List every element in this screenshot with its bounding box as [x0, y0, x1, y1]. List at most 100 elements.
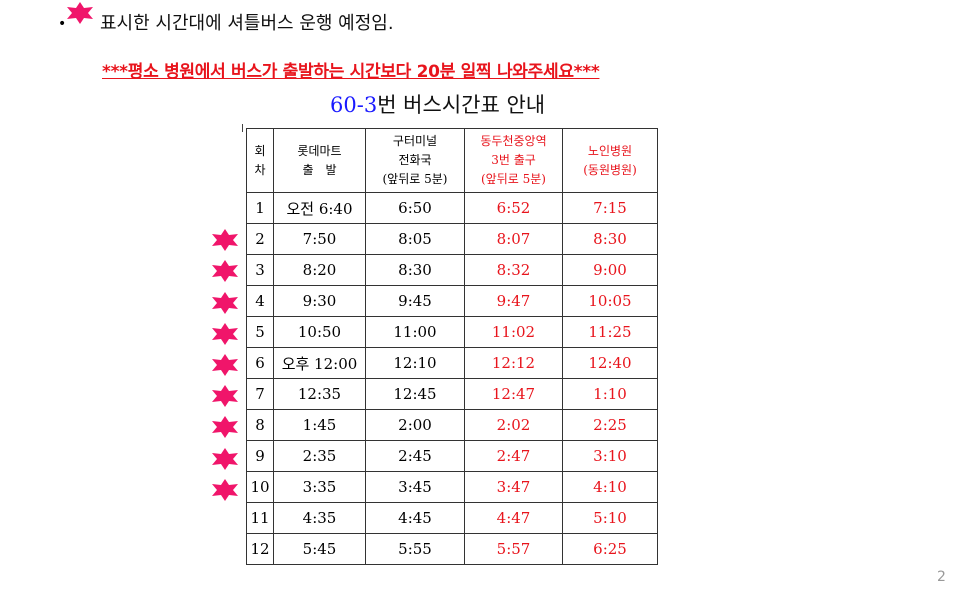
- table-cell: 11:00: [365, 316, 465, 348]
- star-icon: [212, 385, 238, 408]
- table-row: 12 5:45 5:55 5:57 6:25: [246, 533, 658, 565]
- table-cell: 3:47: [464, 471, 563, 503]
- text-cursor: [242, 124, 243, 132]
- timetable-title: 60-3번 버스시간표 안내: [330, 89, 545, 119]
- table-cell: 오전 6:40: [273, 192, 366, 224]
- table-row: 2 7:50 8:05 8:07 8:30: [246, 223, 658, 255]
- header-line: (앞뒤로 5분): [382, 172, 448, 186]
- header-line: (동원병원): [583, 162, 637, 177]
- table-cell: 8:07: [464, 223, 563, 255]
- table-row: 3 8:20 8:30 8:32 9:00: [246, 254, 658, 286]
- column-header: 동두천중앙역 3번 출구 (앞뒤로 5분): [464, 128, 563, 193]
- table-cell: 9: [246, 440, 274, 472]
- table-cell: 12:40: [562, 347, 658, 379]
- bullet: •: [58, 16, 67, 32]
- table-row: 1 오전 6:40 6:50 6:52 7:15: [246, 192, 658, 224]
- table-cell: 2:45: [365, 440, 465, 472]
- table-row: 11 4:35 4:45 4:47 5:10: [246, 502, 658, 534]
- table-cell: 8: [246, 409, 274, 441]
- star-icon: [212, 291, 238, 314]
- table-cell: 7:50: [273, 223, 366, 255]
- table-cell: 7:15: [562, 192, 658, 224]
- table-cell: 12:12: [464, 347, 563, 379]
- table-cell: 10:50: [273, 316, 366, 348]
- star-icon: [212, 478, 238, 501]
- table-cell: 5:55: [365, 533, 465, 565]
- column-header: 노인병원 (동원병원): [562, 128, 658, 193]
- table-cell: 6: [246, 347, 274, 379]
- table-cell: 2:02: [464, 409, 563, 441]
- table-cell: 5:10: [562, 502, 658, 534]
- header-line: 전화국: [398, 153, 432, 167]
- header-line: 회: [254, 143, 266, 158]
- page-number: 2: [937, 569, 946, 585]
- title-text: 번 버스시간표 안내: [377, 93, 546, 117]
- table-cell: 11:02: [464, 316, 563, 348]
- table-cell: 4:45: [365, 502, 465, 534]
- star-icon: [212, 416, 238, 439]
- table-cell: 4:47: [464, 502, 563, 534]
- bus-timetable: 회 차 롯데마트 출 발 구터미널 전화국 (앞뒤로 5분) 동두천중앙역 3번 출구 (앞뒤로 …: [246, 128, 658, 565]
- table-cell: 4: [246, 285, 274, 317]
- table-cell: 1:45: [273, 409, 366, 441]
- table-cell: 11: [246, 502, 274, 534]
- bus-number: 60-3: [330, 93, 378, 117]
- table-cell: 2: [246, 223, 274, 255]
- table-cell: 6:52: [464, 192, 563, 224]
- table-row: 9 2:35 2:45 2:47 3:10: [246, 440, 658, 472]
- table-cell: 8:20: [273, 254, 366, 286]
- table-cell: 8:30: [365, 254, 465, 286]
- header-line: 동두천중앙역: [480, 134, 547, 148]
- header-line: 차: [254, 162, 266, 177]
- table-cell: 8:30: [562, 223, 658, 255]
- table-cell: 9:47: [464, 285, 563, 317]
- table-row: 7 12:35 12:45 12:47 1:10: [246, 378, 658, 410]
- table-cell: 12:10: [365, 347, 465, 379]
- table-cell: 9:30: [273, 285, 366, 317]
- header-line: 노인병원: [587, 143, 633, 158]
- star-icon: [212, 354, 238, 376]
- table-cell: 8:32: [464, 254, 563, 286]
- star-icon: [212, 447, 238, 470]
- table-cell: 2:35: [273, 440, 366, 472]
- table-cell: 3: [246, 254, 274, 286]
- table-cell: 6:50: [365, 192, 465, 224]
- table-cell: 7: [246, 378, 274, 410]
- header-line: 출 발: [302, 162, 337, 177]
- table-row: 4 9:30 9:45 9:47 10:05: [246, 285, 658, 317]
- table-cell: 1:10: [562, 378, 658, 410]
- table-cell: 2:00: [365, 409, 465, 441]
- table-cell: 4:10: [562, 471, 658, 503]
- table-row: 8 1:45 2:00 2:02 2:25: [246, 409, 658, 441]
- table-cell: 4:35: [273, 502, 366, 534]
- table-cell: 12:35: [273, 378, 366, 410]
- table-cell: 3:10: [562, 440, 658, 472]
- table-cell: 2:47: [464, 440, 563, 472]
- star-icon: [67, 2, 93, 24]
- table-cell: 6:25: [562, 533, 658, 565]
- table-row: 6 오후 12:00 12:10 12:12 12:40: [246, 347, 658, 379]
- table-cell: 3:45: [365, 471, 465, 503]
- table-cell: 3:35: [273, 471, 366, 503]
- star-icon: [212, 322, 238, 345]
- header-line: (앞뒤로 5분): [481, 172, 546, 186]
- table-cell: 9:00: [562, 254, 658, 286]
- header-line: 구터미널: [392, 134, 438, 148]
- warning-text: ***평소 병원에서 버스가 출발하는 시간보다 20분 일찍 나와주세요***: [102, 62, 600, 82]
- table-cell: 오후 12:00: [273, 347, 366, 379]
- table-cell: 12:45: [365, 378, 465, 410]
- header-line: 롯데마트: [297, 143, 342, 158]
- table-cell: 2:25: [562, 409, 658, 441]
- table-cell: 11:25: [562, 316, 658, 348]
- table-cell: 8:05: [365, 223, 465, 255]
- header-line: 3번 출구: [491, 153, 536, 167]
- table-cell: 1: [246, 192, 274, 224]
- table-cell: 5:45: [273, 533, 366, 565]
- star-icon: [212, 229, 238, 252]
- table-cell: 12:47: [464, 378, 563, 410]
- table-cell: 10:05: [562, 285, 658, 317]
- table-cell: 12: [246, 533, 274, 565]
